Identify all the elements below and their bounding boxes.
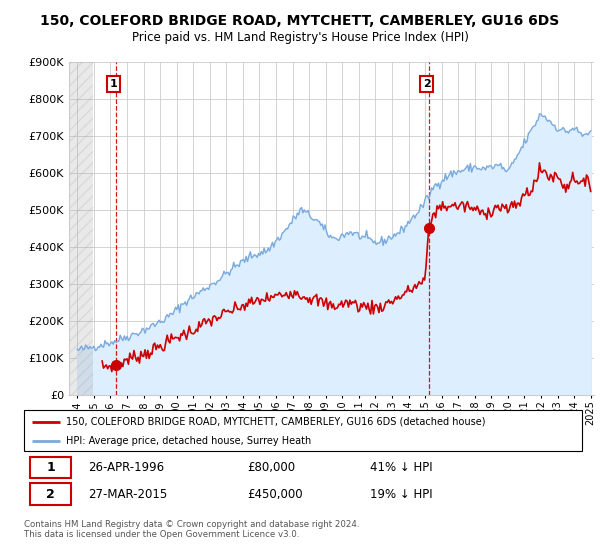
- Text: £80,000: £80,000: [247, 461, 295, 474]
- Text: 2: 2: [422, 79, 430, 89]
- Bar: [69, 62, 92, 395]
- Text: 2: 2: [46, 488, 55, 501]
- Text: 26-APR-1996: 26-APR-1996: [88, 461, 164, 474]
- Text: 41% ↓ HPI: 41% ↓ HPI: [370, 461, 433, 474]
- Text: 1: 1: [109, 79, 117, 89]
- FancyBboxPatch shape: [24, 410, 582, 451]
- Bar: [29, 457, 71, 478]
- Text: 19% ↓ HPI: 19% ↓ HPI: [370, 488, 433, 501]
- Text: 150, COLEFORD BRIDGE ROAD, MYTCHETT, CAMBERLEY, GU16 6DS (detached house): 150, COLEFORD BRIDGE ROAD, MYTCHETT, CAM…: [66, 417, 485, 427]
- Text: £450,000: £450,000: [247, 488, 303, 501]
- Text: HPI: Average price, detached house, Surrey Heath: HPI: Average price, detached house, Surr…: [66, 436, 311, 446]
- Text: 27-MAR-2015: 27-MAR-2015: [88, 488, 167, 501]
- Text: Contains HM Land Registry data © Crown copyright and database right 2024.
This d: Contains HM Land Registry data © Crown c…: [24, 520, 359, 539]
- Text: 1: 1: [46, 461, 55, 474]
- Text: 150, COLEFORD BRIDGE ROAD, MYTCHETT, CAMBERLEY, GU16 6DS: 150, COLEFORD BRIDGE ROAD, MYTCHETT, CAM…: [40, 14, 560, 28]
- Bar: [29, 483, 71, 505]
- Text: Price paid vs. HM Land Registry's House Price Index (HPI): Price paid vs. HM Land Registry's House …: [131, 31, 469, 44]
